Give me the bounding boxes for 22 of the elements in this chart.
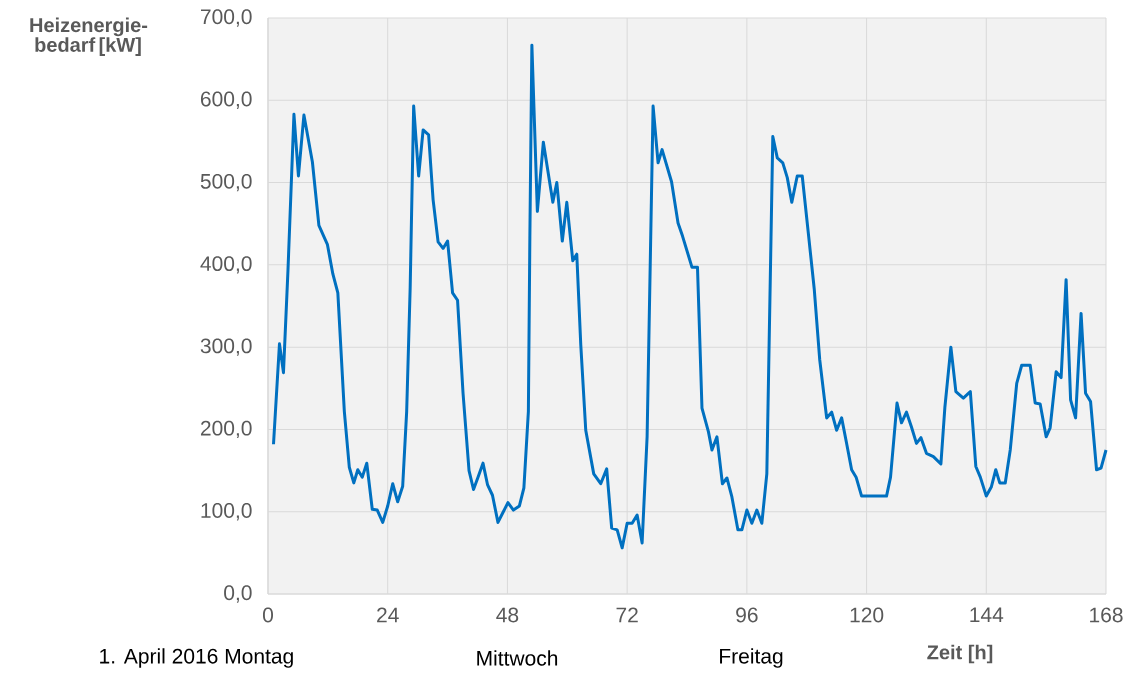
x-tick-label: 168: [1090, 607, 1123, 623]
y-tick-label: 0,0: [224, 585, 252, 603]
line-series: [271, 43, 1108, 550]
x-tick-label: 96: [736, 607, 758, 623]
x-tick-label: 24: [377, 607, 399, 623]
y-tick-label: 700,0: [201, 9, 252, 27]
y-tick-label: 500,0: [200, 173, 252, 192]
text: 1. April 2016 Montag: [100, 648, 293, 668]
text: Freitag: [720, 648, 783, 668]
text: Mittwoch: [477, 650, 558, 666]
x-tick-label: 72: [616, 607, 638, 623]
y-tick-label: 100,0: [201, 503, 252, 521]
y-tick-label: 300,0: [200, 338, 252, 356]
y-tick-label: 400,0: [200, 256, 252, 274]
y-tick-label: 200,0: [200, 420, 252, 439]
x-tick-label: 144: [970, 607, 1004, 622]
x-tick-label: 0: [262, 607, 274, 623]
x-axis-title: Zeit [h]: [927, 644, 993, 664]
y-axis-title: Heizenergie-bedarf [kW]: [30, 17, 148, 56]
x-tick-label: 48: [496, 607, 519, 623]
x-tick-label: 120: [850, 607, 884, 623]
y-tick-label: 600,0: [200, 91, 252, 109]
